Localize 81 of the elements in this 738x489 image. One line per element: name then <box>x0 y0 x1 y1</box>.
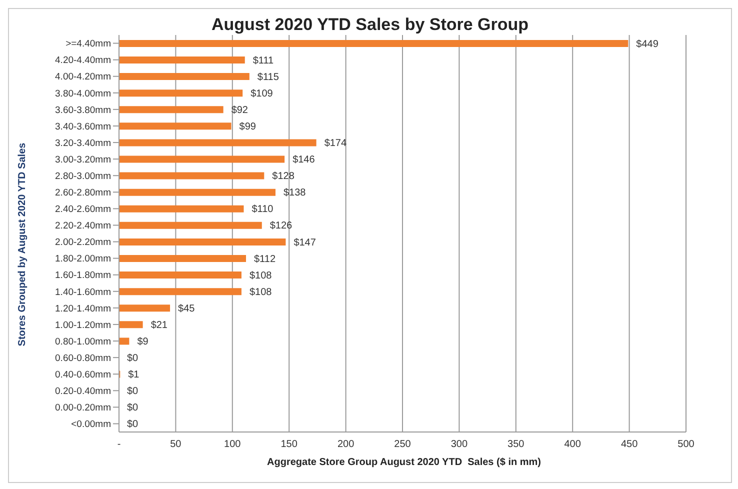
x-tick-label: 200 <box>337 439 355 450</box>
y-tick-label: 3.60-3.80mm <box>55 104 112 116</box>
data-label: $108 <box>249 286 272 298</box>
bar <box>119 222 262 229</box>
y-tick-label: 0.20-0.40mm <box>55 386 112 398</box>
y-tick-label: 1.00-1.20mm <box>55 320 112 331</box>
data-label: $138 <box>283 188 306 199</box>
data-label: $109 <box>250 88 274 100</box>
bar <box>119 288 242 296</box>
data-label: $115 <box>257 72 280 83</box>
data-label: $0 <box>127 402 139 414</box>
x-tick-label: 500 <box>678 439 695 450</box>
data-label: $147 <box>294 237 316 248</box>
bar <box>119 338 130 345</box>
data-label: $21 <box>150 320 168 331</box>
x-tick-label: - <box>117 439 121 450</box>
y-tick-label: 1.40-1.60mm <box>55 286 112 298</box>
y-tick-label: 2.20-2.40mm <box>55 220 112 232</box>
chart-title: August 2020 YTD Sales by Store Group <box>210 15 530 35</box>
y-tick-label: 2.00-2.20mm <box>55 237 112 248</box>
bar <box>119 172 264 180</box>
bar <box>119 106 224 114</box>
bar <box>119 188 276 196</box>
data-label: $0 <box>127 386 139 398</box>
y-tick-label: 2.80-3.00mm <box>55 170 112 182</box>
y-tick-label: 3.00-3.20mm <box>55 154 112 166</box>
y-tick-label: 0.80-1.00mm <box>55 336 112 348</box>
bar <box>119 40 628 47</box>
data-label: $99 <box>239 121 256 132</box>
y-tick-label: <0.00mm <box>71 419 112 430</box>
data-label: $1 <box>128 370 140 381</box>
y-tick-label: 4.00-4.20mm <box>55 72 112 83</box>
bar <box>119 139 316 146</box>
x-axis-title: Aggregate Store Group August 2020 YTD Sales ($ in mm) <box>266 457 542 468</box>
data-label: $9 <box>137 336 149 348</box>
data-label: $174 <box>324 138 347 150</box>
bar <box>119 205 244 212</box>
bar <box>119 238 286 246</box>
data-label: $128 <box>272 171 295 182</box>
x-tick-label: 300 <box>450 439 468 450</box>
y-tick-label: 2.40-2.60mm <box>55 204 112 216</box>
x-tick-label: 350 <box>508 439 525 450</box>
x-tick-label: 450 <box>620 439 638 450</box>
data-label: $0 <box>127 353 139 364</box>
bar <box>119 304 170 312</box>
data-label: $110 <box>252 204 274 216</box>
y-tick-label: 4.20-4.40mm <box>55 55 112 66</box>
y-tick-label: 3.40-3.60mm <box>55 121 112 132</box>
y-tick-label: >=4.40mm <box>66 38 112 50</box>
bar <box>119 255 246 262</box>
bar <box>119 272 242 279</box>
data-label: $112 <box>254 254 276 265</box>
y-tick-label: 3.20-3.40mm <box>55 138 112 149</box>
data-label: $92 <box>231 104 248 116</box>
data-label: $146 <box>292 154 316 166</box>
y-tick-label: 0.00-0.20mm <box>55 402 112 414</box>
bar <box>119 122 232 130</box>
data-label: $0 <box>127 419 139 430</box>
y-tick-label: 1.60-1.80mm <box>55 270 112 282</box>
y-tick-label: 1.80-2.00mm <box>55 254 112 265</box>
data-label: $45 <box>178 303 196 314</box>
x-tick-label: 150 <box>280 439 298 450</box>
bar <box>119 156 285 163</box>
bar <box>119 56 245 64</box>
x-tick-label: 400 <box>564 439 582 450</box>
bar <box>119 321 143 328</box>
x-tick-label: 100 <box>224 439 242 450</box>
x-tick-label: 250 <box>394 439 412 450</box>
bar <box>119 90 243 97</box>
data-label: $111 <box>252 55 274 66</box>
y-axis-title: Stores Grouped by August 2020 YTD Sales <box>18 142 28 346</box>
x-tick-label: 50 <box>170 439 182 450</box>
bar <box>119 73 250 80</box>
y-tick-label: 0.60-0.80mm <box>55 352 112 364</box>
y-tick-label: 3.80-4.00mm <box>55 88 112 100</box>
data-label: $449 <box>636 38 659 50</box>
y-tick-label: 1.20-1.40mm <box>55 303 112 314</box>
data-label: $108 <box>249 270 272 282</box>
y-tick-label: 0.40-0.60mm <box>55 369 112 380</box>
data-label: $126 <box>270 220 293 232</box>
y-tick-label: 2.60-2.80mm <box>55 188 112 199</box>
